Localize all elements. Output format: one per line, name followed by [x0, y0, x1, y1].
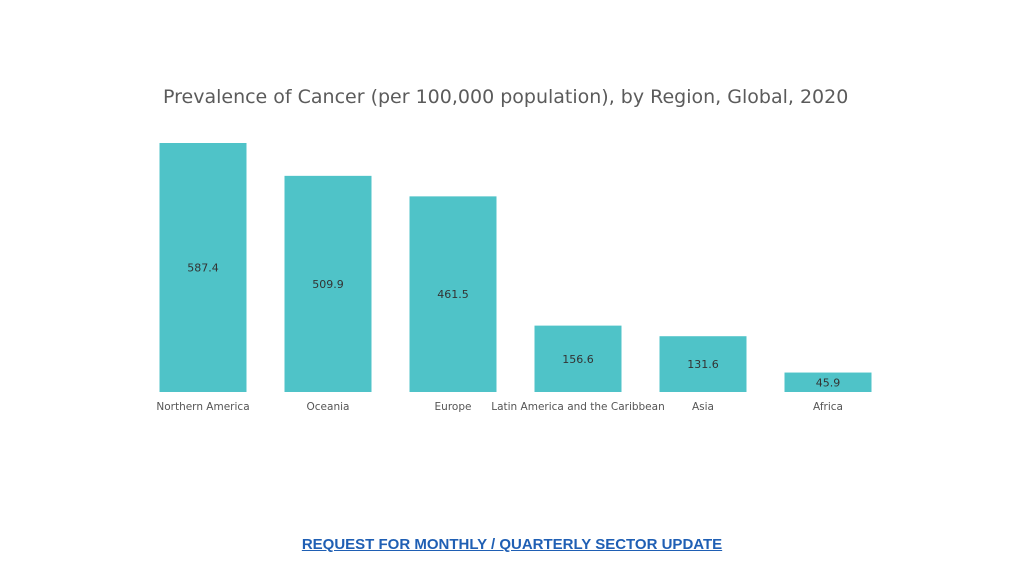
- bar-1: [284, 175, 372, 392]
- data-label-4: 131.6: [687, 358, 719, 371]
- bar-3: [534, 325, 622, 392]
- data-label-1: 509.9: [312, 278, 344, 291]
- x-tick-label-1: Oceania: [307, 401, 350, 413]
- x-tick-label-2: Europe: [435, 401, 472, 413]
- x-tick-label-0: Northern America: [156, 401, 249, 413]
- bar-5: [784, 372, 872, 392]
- data-label-2: 461.5: [437, 288, 469, 301]
- bar-chart: 587.4 Northern America 509.9 Oceania 461.5 Eu…: [156, 143, 872, 413]
- bar-2: [409, 196, 497, 392]
- bar-0: [159, 143, 247, 392]
- bar-4: [659, 336, 747, 392]
- chart-title: Prevalence of Cancer (per 100,000 popula…: [163, 86, 849, 108]
- sector-update-request-link[interactable]: REQUEST FOR MONTHLY / QUARTERLY SECTOR U…: [301, 536, 723, 553]
- x-tick-label-5: Africa: [813, 401, 843, 413]
- x-tick-label-4: Asia: [692, 401, 714, 413]
- data-label-5: 45.9: [816, 376, 841, 389]
- data-label-3: 156.6: [562, 353, 594, 366]
- x-tick-label-3: Latin America and the Caribbean: [491, 401, 665, 413]
- data-label-0: 587.4: [187, 262, 219, 275]
